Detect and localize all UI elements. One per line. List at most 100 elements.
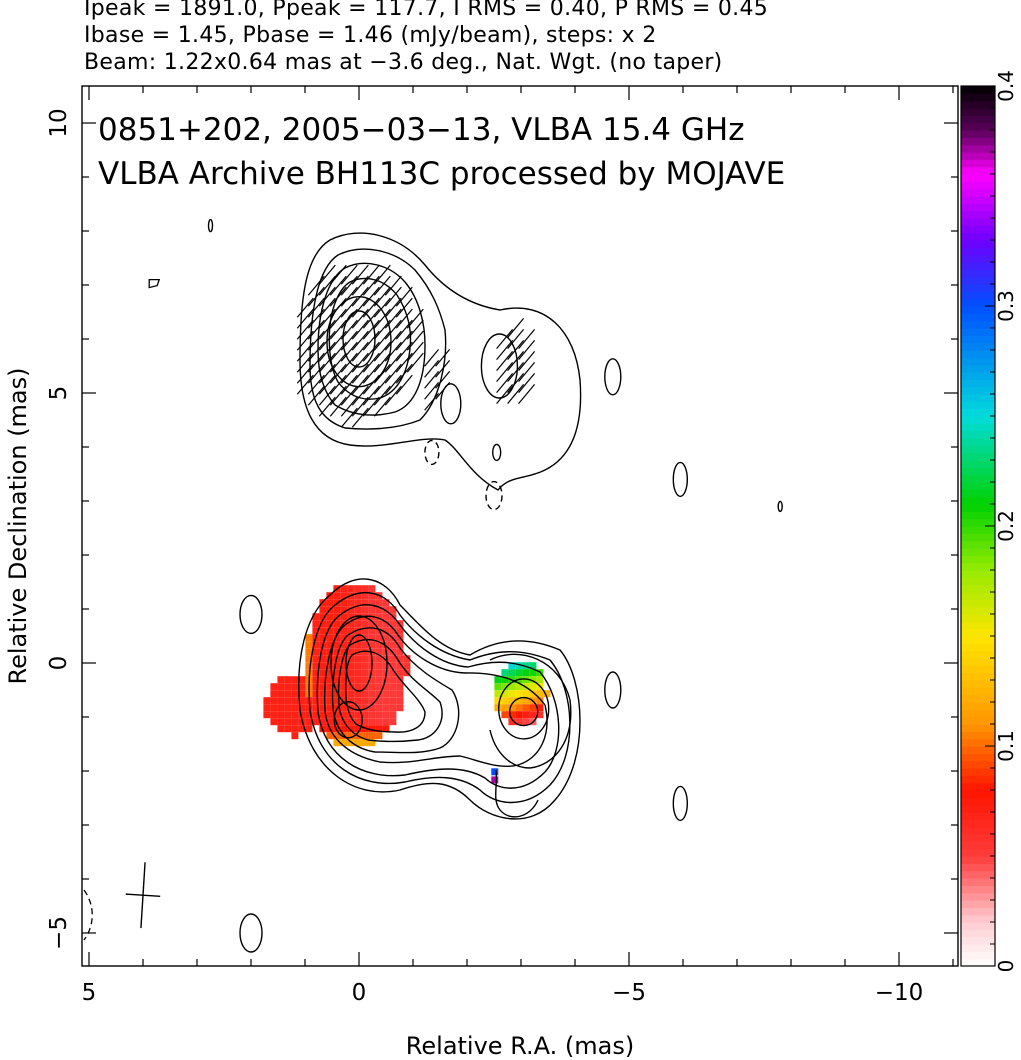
contour-level: [333, 701, 363, 739]
evpa-vector: [340, 319, 358, 340]
colorbar-segment: [961, 291, 995, 300]
evpa-vector: [307, 308, 325, 329]
evpa-vector: [384, 297, 402, 318]
evpa-vector: [362, 330, 380, 351]
colorbar-segment: [961, 702, 995, 710]
colorbar-segment: [961, 790, 995, 798]
colorbar-segment: [961, 885, 995, 894]
colorbar-segment: [961, 423, 995, 432]
evpa-vector: [373, 363, 391, 384]
colorbar-segment: [961, 555, 995, 564]
colorbar-segment: [961, 775, 995, 784]
colorbar-segment: [961, 665, 995, 674]
evpa-vector: [362, 264, 380, 285]
evpa-vector: [406, 319, 424, 340]
colorbar-segment: [961, 797, 995, 806]
colorbar-tick-label: 0.2: [994, 510, 1018, 542]
x-axis-label: Relative R.A. (mas): [406, 1032, 634, 1060]
evpa-vector: [351, 374, 369, 395]
axes: [82, 86, 958, 966]
y-tick-label: 5: [46, 386, 72, 401]
evpa-vector: [351, 286, 369, 307]
evpa-vector: [424, 382, 440, 400]
noise-contour: [239, 913, 263, 953]
colorbar-segment: [961, 709, 995, 718]
colorbar-segment: [961, 848, 995, 857]
evpa-vector: [496, 351, 514, 371]
colorbar-segment: [961, 225, 995, 234]
colorbar-segment: [961, 357, 995, 366]
colorbar-segment: [961, 746, 995, 754]
colorbar-segment: [961, 335, 995, 344]
evpa-vector: [384, 308, 402, 329]
colorbar-segment: [961, 914, 995, 923]
colorbar-segment: [961, 944, 995, 952]
colorbar-segment: [961, 863, 995, 872]
evpa-vector: [351, 407, 369, 428]
colorbar-segment: [961, 694, 995, 703]
colorbar-segment: [961, 430, 995, 439]
colorbar-segment: [961, 232, 995, 241]
contour-level-negative: [424, 439, 440, 466]
evpa-vector: [340, 264, 358, 285]
evpa-vector: [518, 340, 536, 360]
evpa-vector: [340, 341, 358, 362]
evpa-vector: [329, 297, 347, 318]
evpa-vector: [496, 384, 514, 404]
colorbar-segment: [961, 210, 995, 219]
evpa-vector: [395, 297, 413, 318]
colorbar-segment: [961, 240, 995, 248]
evpa-vector: [318, 396, 336, 417]
evpa-vector: [373, 297, 391, 318]
evpa-vector: [329, 330, 347, 351]
colorbar-segment: [961, 936, 995, 945]
colorbar-segment: [961, 181, 995, 190]
contour-level: [316, 604, 560, 789]
evpa-vector: [373, 286, 391, 307]
colorbar-segment: [961, 738, 995, 747]
colorbar-segment: [961, 482, 995, 490]
evpa-vector: [340, 374, 358, 395]
evpa-vector: [373, 396, 391, 417]
evpa-vector: [307, 352, 325, 373]
colorbar-segment: [961, 445, 995, 454]
evpa-vector: [329, 396, 347, 417]
evpa-vector: [340, 352, 358, 373]
evpa-vector: [496, 340, 514, 360]
evpa-vector: [435, 382, 451, 400]
evpa-vector: [296, 374, 314, 395]
colorbar-segment: [961, 650, 995, 659]
evpa-vector: [518, 362, 536, 382]
colorbar-segment: [961, 658, 995, 666]
colorbar-tick-label: 0.3: [994, 290, 1018, 322]
evpa-vector: [384, 363, 402, 384]
colorbar-segment: [961, 643, 995, 652]
colorbar-segment: [961, 489, 995, 498]
evpa-vector: [340, 385, 358, 406]
contour-level: [480, 333, 519, 399]
colorbar-segment: [961, 892, 995, 901]
colorbar-segment: [961, 188, 995, 197]
contour-level-negative: [485, 480, 503, 511]
evpa-vectors: [296, 264, 536, 428]
colorbar-segment: [961, 731, 995, 740]
evpa-vector: [518, 329, 536, 349]
evpa-vector: [340, 297, 358, 318]
contour-level: [489, 653, 572, 769]
evpa-vector: [318, 319, 336, 340]
evpa-vector: [373, 385, 391, 406]
noise-contour: [777, 500, 783, 513]
x-tick-label: −10: [875, 980, 924, 1006]
colorbar-segment: [961, 518, 995, 527]
colorbar-segment: [961, 394, 995, 402]
core-contour-inner: [345, 634, 373, 692]
colorbar-segment: [961, 577, 995, 586]
colorbar-segment: [961, 86, 995, 94]
evpa-vector: [329, 264, 347, 285]
colorbar-segment: [961, 342, 995, 351]
evpa-vector: [406, 352, 424, 373]
colorbar-segment: [961, 196, 995, 204]
evpa-vector: [424, 393, 440, 411]
evpa-vector: [518, 351, 536, 371]
evpa-vector: [329, 275, 347, 296]
